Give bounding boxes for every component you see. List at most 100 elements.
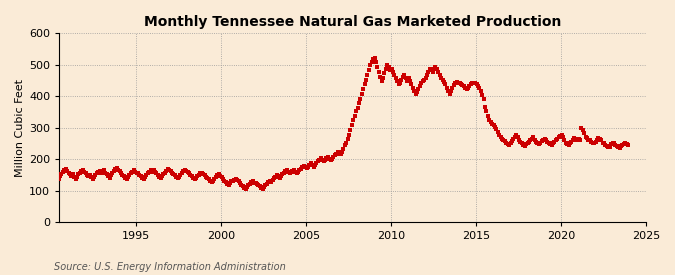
Point [556, 133, 567, 137]
Point [105, 173, 116, 177]
Point [422, 72, 433, 77]
Text: Source: U.S. Energy Information Administration: Source: U.S. Energy Information Administ… [54, 262, 286, 272]
Point [275, 174, 286, 178]
Point [373, 70, 384, 74]
Point [372, 65, 383, 69]
Point [532, 141, 543, 146]
Point [310, 163, 321, 167]
Point [284, 171, 295, 176]
Point [55, 174, 65, 178]
Point [590, 140, 601, 144]
Point [257, 186, 268, 191]
Point [155, 176, 166, 180]
Point [134, 173, 144, 177]
Point [279, 170, 290, 175]
Point [617, 143, 628, 147]
Point [609, 141, 620, 146]
Point [535, 141, 545, 145]
Point [412, 90, 423, 95]
Point [286, 170, 296, 174]
Point [51, 171, 61, 176]
Point [437, 78, 448, 82]
Point [186, 174, 197, 178]
Point [563, 143, 574, 147]
Point [331, 152, 342, 156]
Point [418, 78, 429, 82]
Point [369, 55, 380, 60]
Point [49, 174, 60, 178]
Point [558, 134, 568, 139]
Point [182, 170, 193, 174]
Point [260, 183, 271, 187]
Point [73, 172, 84, 177]
Point [398, 74, 408, 79]
Point [573, 136, 584, 141]
Point [447, 86, 458, 90]
Point [140, 175, 151, 180]
Point [595, 136, 605, 141]
Point [74, 170, 85, 175]
Point [83, 174, 94, 178]
Point [342, 137, 353, 142]
Point [610, 143, 621, 147]
Point [161, 169, 171, 173]
Point [313, 159, 323, 164]
Point [552, 136, 563, 141]
Point [229, 178, 240, 182]
Point [510, 134, 520, 139]
Point [504, 143, 514, 147]
Point [308, 164, 319, 169]
Point [600, 143, 611, 147]
Point [146, 170, 157, 174]
Point [429, 67, 439, 71]
Point [325, 158, 336, 163]
Point [565, 141, 576, 146]
Point [446, 89, 456, 94]
Point [169, 173, 180, 177]
Point [456, 82, 466, 87]
Point [616, 144, 626, 148]
Point [525, 138, 536, 142]
Point [141, 173, 152, 177]
Point [92, 171, 103, 176]
Point [242, 185, 252, 189]
Point [436, 76, 447, 80]
Point [493, 130, 504, 134]
Point [441, 85, 452, 90]
Point [100, 170, 111, 175]
Point [512, 135, 523, 139]
Point [190, 176, 201, 180]
Point [408, 85, 418, 90]
Point [195, 171, 206, 176]
Point [267, 178, 278, 182]
Point [323, 155, 333, 159]
Point [194, 173, 205, 177]
Point [389, 73, 400, 77]
Point [385, 68, 396, 72]
Point [346, 123, 357, 127]
Point [216, 175, 227, 180]
Point [395, 81, 406, 85]
Point [189, 177, 200, 181]
Point [574, 138, 585, 142]
Point [185, 173, 196, 177]
Point [236, 182, 247, 187]
Point [434, 73, 445, 77]
Point [500, 139, 510, 144]
Point [367, 60, 377, 64]
Point [416, 81, 427, 85]
Point [528, 135, 539, 139]
Point [506, 139, 517, 144]
Point [531, 140, 541, 144]
Point [208, 178, 219, 183]
Point [244, 182, 255, 186]
Point [202, 176, 213, 180]
Point [307, 163, 318, 167]
Point [498, 138, 509, 142]
Point [516, 141, 527, 146]
Point [317, 158, 327, 163]
Point [221, 180, 232, 184]
Point [311, 161, 322, 165]
Point [423, 70, 434, 74]
Point [184, 171, 194, 176]
